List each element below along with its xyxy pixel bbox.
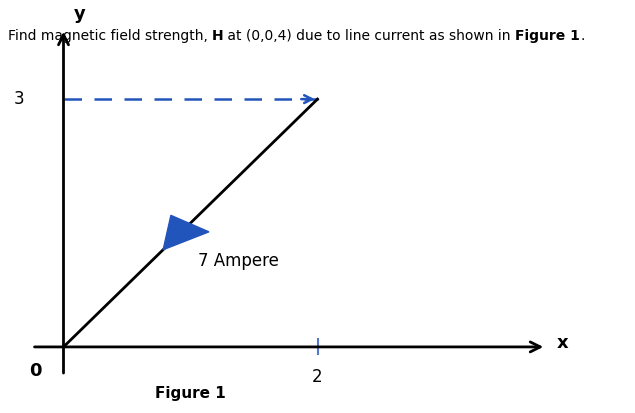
Text: at (0,0,4) due to line current as shown in: at (0,0,4) due to line current as shown … xyxy=(224,29,516,43)
Text: Find magnetic field strength,: Find magnetic field strength, xyxy=(8,29,212,43)
Text: .: . xyxy=(580,29,585,43)
Text: Figure 1: Figure 1 xyxy=(516,29,580,43)
Text: 3: 3 xyxy=(14,90,24,108)
Text: 0: 0 xyxy=(29,362,42,380)
Text: 2: 2 xyxy=(312,368,323,386)
Polygon shape xyxy=(163,215,209,250)
Text: x: x xyxy=(556,334,568,352)
Text: Figure 1: Figure 1 xyxy=(155,386,226,401)
Text: 7 Ampere: 7 Ampere xyxy=(198,252,279,270)
Text: y: y xyxy=(74,5,86,23)
Text: H: H xyxy=(212,29,224,43)
